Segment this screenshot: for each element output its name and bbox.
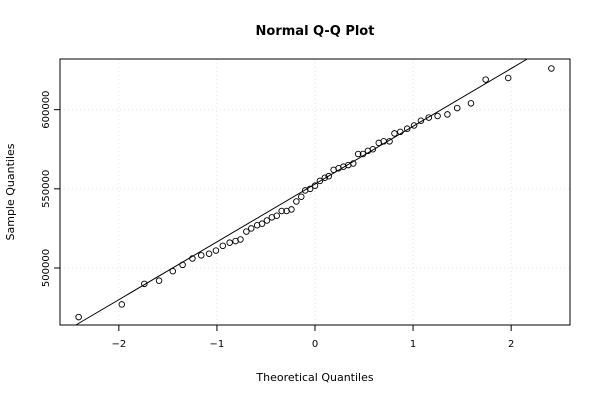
data-point	[410, 122, 418, 129]
x-axis-label: Theoretical Quantiles	[255, 371, 373, 384]
data-point	[288, 206, 295, 213]
data-point	[226, 239, 233, 246]
data-point	[311, 182, 319, 189]
data-points	[75, 65, 555, 321]
data-point	[350, 160, 357, 167]
data-point	[197, 252, 205, 259]
data-point	[298, 193, 305, 200]
data-point	[417, 117, 425, 124]
reference-line-layer	[75, 58, 528, 326]
data-point	[141, 280, 148, 288]
data-point	[263, 217, 271, 224]
data-point	[403, 125, 411, 132]
data-point	[453, 104, 461, 112]
y-tick-label: 550000	[41, 170, 52, 208]
qq-reference-line	[75, 58, 528, 326]
data-point	[467, 100, 475, 107]
data-point	[293, 198, 300, 205]
data-point	[155, 277, 163, 284]
x-tick-label: 0	[312, 339, 318, 350]
data-point	[325, 172, 332, 180]
data-point	[391, 130, 398, 137]
data-point	[273, 212, 281, 219]
grid-lines	[60, 59, 570, 325]
data-point	[386, 138, 393, 145]
data-point	[118, 301, 126, 308]
data-point	[425, 114, 433, 121]
y-tick-label: 600000	[41, 91, 52, 129]
data-point	[237, 236, 244, 243]
data-point	[316, 177, 324, 185]
y-axis-label: Sample Quantiles	[4, 143, 17, 240]
x-tick-label: −2	[111, 339, 126, 350]
y-tick-label: 500000	[41, 249, 52, 287]
data-point	[205, 250, 213, 257]
data-point	[247, 225, 255, 232]
data-point	[434, 112, 441, 120]
data-point	[321, 174, 329, 181]
data-point	[189, 255, 196, 262]
x-tick-label: 1	[410, 339, 416, 350]
data-point	[548, 65, 555, 72]
data-point	[369, 145, 377, 153]
data-point	[359, 150, 367, 158]
y-axis: 500000 550000 600000	[41, 91, 60, 287]
data-point	[179, 261, 186, 269]
data-point	[504, 74, 512, 82]
data-point	[243, 228, 250, 235]
data-point	[397, 128, 404, 136]
data-point	[278, 207, 285, 215]
data-point	[169, 267, 177, 275]
data-point	[482, 76, 489, 83]
data-point	[212, 247, 220, 254]
data-point	[258, 220, 266, 227]
data-point	[219, 242, 227, 250]
x-tick-label: 2	[508, 339, 514, 350]
x-axis: −2 −1 0 1 2	[111, 325, 514, 350]
x-tick-label: −1	[210, 339, 225, 350]
data-point	[75, 313, 82, 321]
data-point	[354, 150, 362, 158]
chart-title: Normal Q-Q Plot	[256, 24, 375, 39]
data-point	[444, 111, 451, 118]
data-point	[306, 185, 314, 193]
